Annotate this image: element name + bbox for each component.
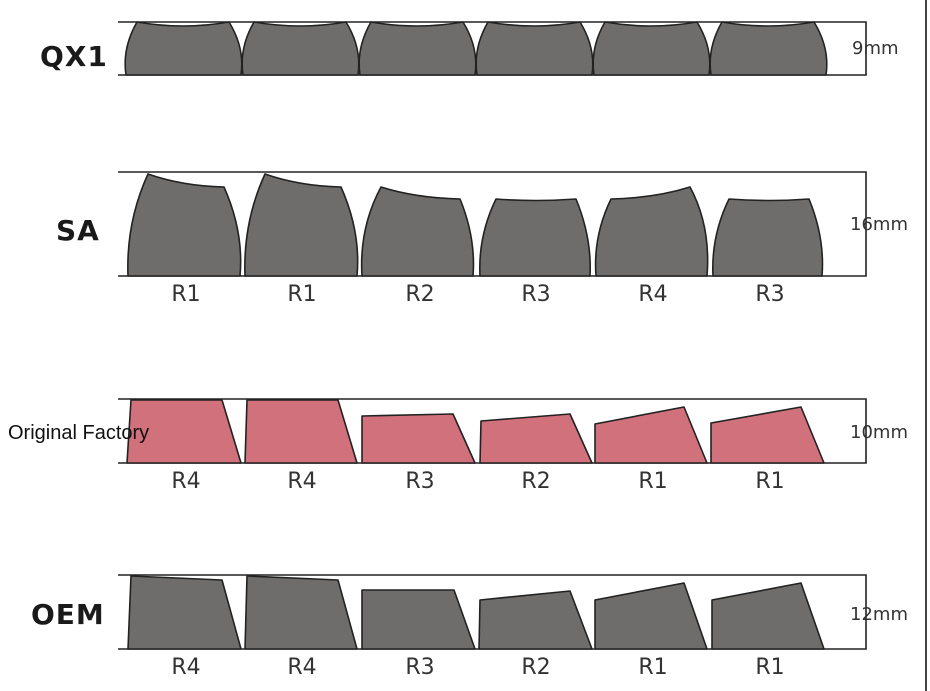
- row-label: R4: [287, 655, 316, 680]
- row-label: R1: [638, 655, 667, 680]
- row-label: R2: [521, 655, 550, 680]
- keycap: [712, 198, 824, 277]
- keycap: [244, 575, 358, 650]
- row-label: R1: [171, 282, 200, 307]
- keycap: [594, 582, 708, 650]
- profile-row-qx1: QX1 9mm: [40, 21, 899, 76]
- keycap: [475, 21, 594, 76]
- height-label: 16mm: [850, 214, 908, 235]
- profile-name: Original Factory: [8, 422, 149, 444]
- row-labels: R4 R4 R3 R2 R1 R1: [171, 655, 784, 680]
- keycap: [361, 413, 476, 464]
- height-label: 12mm: [850, 604, 908, 625]
- keycap: [127, 173, 242, 277]
- row-label: R4: [638, 282, 667, 307]
- row-label: R3: [521, 282, 550, 307]
- keycap: [244, 173, 359, 277]
- keycap: [709, 21, 828, 76]
- profile-name: OEM: [31, 598, 105, 631]
- row-label: R1: [755, 655, 784, 680]
- keycap: [244, 399, 358, 464]
- keycap: [127, 575, 242, 650]
- keycap: [361, 589, 476, 650]
- keycap: [478, 590, 593, 650]
- profile-row-sa: SA 16mm R1 R1 R2 R3 R4 R3: [56, 171, 908, 307]
- keycap: [594, 406, 708, 464]
- row-label: R2: [405, 282, 434, 307]
- row-labels: R4 R4 R3 R2 R1 R1: [171, 469, 784, 494]
- row-label: R1: [638, 469, 667, 494]
- profile-row-oem: OEM 12mm R4 R4 R3 R2 R1 R1: [31, 574, 908, 680]
- row-label: R1: [755, 469, 784, 494]
- height-label: 9mm: [852, 38, 899, 59]
- row-label: R2: [521, 469, 550, 494]
- keycap: [711, 582, 825, 650]
- keycap: [594, 186, 709, 277]
- keycap: [479, 413, 593, 464]
- keycap: [479, 198, 592, 277]
- row-labels: R1 R1 R2 R3 R4 R3: [171, 282, 784, 307]
- row-label: R3: [755, 282, 784, 307]
- profile-name: QX1: [40, 40, 108, 73]
- row-label: R3: [405, 469, 434, 494]
- keycap: [241, 21, 360, 76]
- keycap: [592, 21, 711, 76]
- row-label: R3: [405, 655, 434, 680]
- row-label: R4: [171, 469, 200, 494]
- row-label: R1: [287, 282, 316, 307]
- row-label: R4: [171, 655, 200, 680]
- row-label: R4: [287, 469, 316, 494]
- keycap: [358, 21, 477, 76]
- keycap: [124, 21, 243, 76]
- keycap: [360, 186, 475, 277]
- keycap: [126, 399, 242, 464]
- keycap: [710, 406, 825, 464]
- profile-row-original-factory: 10mm Original Factory R4 R4 R3 R2 R1 R1: [8, 398, 908, 494]
- height-label: 10mm: [850, 422, 908, 443]
- profile-name: SA: [56, 214, 100, 247]
